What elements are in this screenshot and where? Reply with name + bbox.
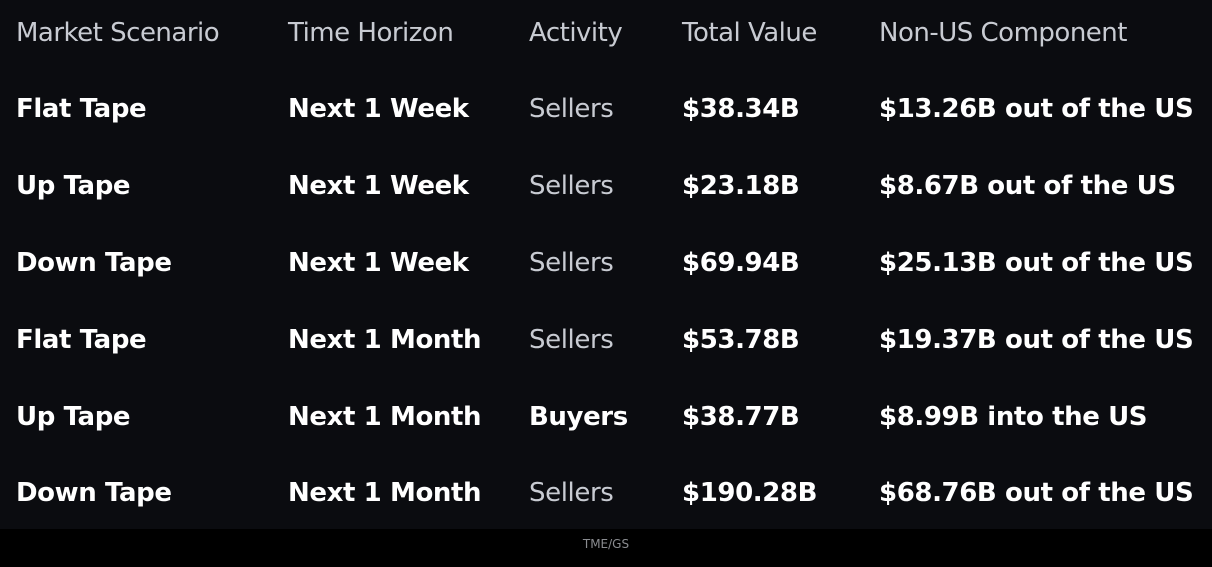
activity-cell: Buyers <box>529 402 628 432</box>
header-market-scenario: Market Scenario <box>16 18 220 48</box>
non-us-component-cell: $19.37B out of the US <box>879 325 1194 355</box>
non-us-component-cell: $8.67B out of the US <box>879 171 1176 201</box>
non-us-component-cell: $8.99B into the US <box>879 402 1148 432</box>
non-us-component-cell: $13.26B out of the US <box>879 94 1194 124</box>
total-value-cell: $69.94B <box>682 248 800 278</box>
activity-cell: Sellers <box>529 478 614 508</box>
footer: TME/GS <box>0 529 1212 567</box>
table-header-row: Market Scenario Time Horizon Activity To… <box>0 13 1212 53</box>
total-value-cell: $190.28B <box>682 478 818 508</box>
total-value-cell: $23.18B <box>682 171 800 201</box>
time-horizon-cell: Next 1 Week <box>288 248 469 278</box>
market-scenario-cell: Down Tape <box>16 248 172 278</box>
market-scenario-cell: Down Tape <box>16 478 172 508</box>
time-horizon-cell: Next 1 Month <box>288 402 482 432</box>
market-scenario-cell: Flat Tape <box>16 94 147 124</box>
activity-cell: Sellers <box>529 94 614 124</box>
market-scenario-cell: Up Tape <box>16 402 131 432</box>
scenario-table: Market Scenario Time Horizon Activity To… <box>0 0 1212 529</box>
table-row: Flat Tape Next 1 Month Sellers $53.78B $… <box>0 320 1212 360</box>
header-total-value: Total Value <box>682 18 817 48</box>
table-row: Flat Tape Next 1 Week Sellers $38.34B $1… <box>0 89 1212 129</box>
total-value-cell: $38.34B <box>682 94 800 124</box>
time-horizon-cell: Next 1 Week <box>288 94 469 124</box>
total-value-cell: $38.77B <box>682 402 800 432</box>
market-scenario-cell: Up Tape <box>16 171 131 201</box>
non-us-component-cell: $68.76B out of the US <box>879 478 1194 508</box>
time-horizon-cell: Next 1 Month <box>288 325 482 355</box>
table-row: Up Tape Next 1 Week Sellers $23.18B $8.6… <box>0 166 1212 206</box>
header-non-us-component: Non-US Component <box>879 18 1127 48</box>
source-credit: TME/GS <box>582 537 630 551</box>
table-row: Up Tape Next 1 Month Buyers $38.77B $8.9… <box>0 397 1212 437</box>
market-scenario-cell: Flat Tape <box>16 325 147 355</box>
time-horizon-cell: Next 1 Month <box>288 478 482 508</box>
total-value-cell: $53.78B <box>682 325 800 355</box>
table-row: Down Tape Next 1 Week Sellers $69.94B $2… <box>0 243 1212 283</box>
activity-cell: Sellers <box>529 248 614 278</box>
header-time-horizon: Time Horizon <box>288 18 454 48</box>
time-horizon-cell: Next 1 Week <box>288 171 469 201</box>
activity-cell: Sellers <box>529 171 614 201</box>
header-activity: Activity <box>529 18 623 48</box>
table-row: Down Tape Next 1 Month Sellers $190.28B … <box>0 473 1212 513</box>
activity-cell: Sellers <box>529 325 614 355</box>
non-us-component-cell: $25.13B out of the US <box>879 248 1194 278</box>
